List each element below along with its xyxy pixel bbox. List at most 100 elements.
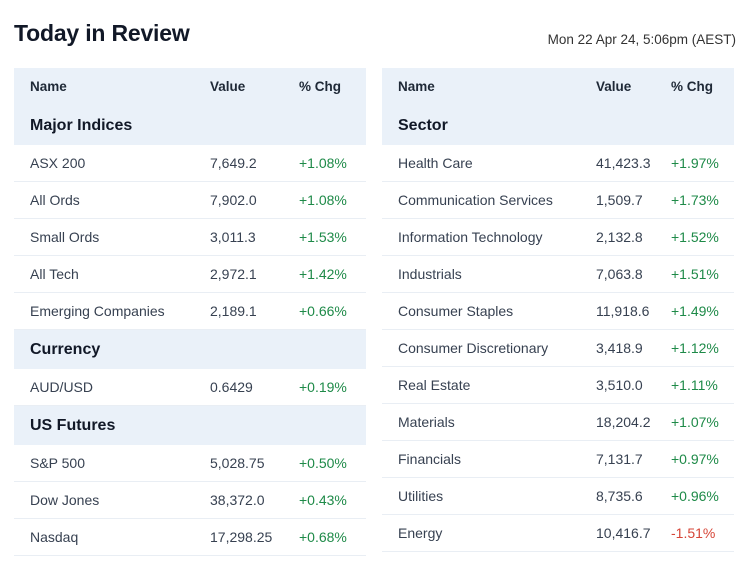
row-name[interactable]: Nasdaq: [30, 529, 79, 545]
row-change: +1.12%: [671, 340, 719, 356]
row-change: +0.68%: [299, 529, 347, 545]
row-name[interactable]: ASX 200: [30, 155, 86, 171]
row-value: 3,510.0: [596, 377, 643, 393]
table-row[interactable]: Nasdaq 17,298.25 +0.68%: [14, 519, 366, 556]
group-header: Currency: [14, 330, 366, 369]
row-name[interactable]: AUD/USD: [30, 379, 94, 395]
row-name[interactable]: Consumer Staples: [398, 303, 514, 319]
row-change: +1.07%: [671, 414, 719, 430]
table-row[interactable]: AUD/USD 0.6429 +0.19%: [14, 369, 366, 406]
group-title: Major Indices: [30, 117, 133, 134]
row-value: 2,972.1: [210, 266, 257, 282]
row-name[interactable]: Communication Services: [398, 192, 553, 208]
row-name[interactable]: Emerging Companies: [30, 303, 165, 319]
table-row[interactable]: Materials 18,204.2 +1.07%: [382, 404, 734, 441]
row-change: -1.51%: [671, 525, 716, 541]
column-header-value[interactable]: Value: [210, 79, 246, 94]
page-header: Today in Review Mon 22 Apr 24, 5:06pm (A…: [14, 20, 736, 54]
row-change: +1.51%: [671, 266, 719, 282]
row-change: +1.52%: [671, 229, 719, 245]
table-row[interactable]: Emerging Companies 2,189.1 +0.66%: [14, 293, 366, 330]
row-change: +0.96%: [671, 488, 719, 504]
row-value: 2,189.1: [210, 303, 257, 319]
group-header: Major Indices: [14, 106, 366, 145]
row-change: +0.19%: [299, 379, 347, 395]
table-row[interactable]: Dow Jones 38,372.0 +0.43%: [14, 482, 366, 519]
row-value: 10,416.7: [596, 525, 651, 541]
table-row[interactable]: Health Care 41,423.3 +1.97%: [382, 145, 734, 182]
row-name[interactable]: S&P 500: [30, 455, 86, 471]
table-row[interactable]: Financials 7,131.7 +0.97%: [382, 441, 734, 478]
row-value: 7,902.0: [210, 192, 257, 208]
table-row[interactable]: Communication Services 1,509.7 +1.73%: [382, 182, 734, 219]
group-title: US Futures: [30, 417, 116, 434]
row-change: +1.11%: [671, 377, 718, 393]
row-name[interactable]: All Ords: [30, 192, 80, 208]
column-header-change[interactable]: % Chg: [299, 79, 341, 94]
row-value: 41,423.3: [596, 155, 651, 171]
row-value: 17,298.25: [210, 529, 273, 545]
row-name[interactable]: Energy: [398, 525, 443, 541]
row-value: 11,918.6: [596, 303, 650, 319]
row-value: 3,011.3: [210, 229, 256, 245]
row-change: +1.08%: [299, 192, 347, 208]
row-change: +1.73%: [671, 192, 719, 208]
group-title: Currency: [30, 341, 101, 358]
row-value: 18,204.2: [596, 414, 651, 430]
column-header-change[interactable]: % Chg: [671, 79, 713, 94]
table-row[interactable]: Utilities 8,735.6 +0.96%: [382, 478, 734, 515]
row-name[interactable]: Materials: [398, 414, 455, 430]
row-value: 7,649.2: [210, 155, 257, 171]
table-header-row: Name Value % Chg: [14, 68, 366, 106]
row-name[interactable]: Consumer Discretionary: [398, 340, 549, 356]
row-value: 2,132.8: [596, 229, 643, 245]
row-value: 38,372.0: [210, 492, 265, 508]
page-title: Today in Review: [14, 20, 190, 46]
column-header-value[interactable]: Value: [596, 79, 632, 94]
table-row[interactable]: S&P 500 5,028.75 +0.50%: [14, 445, 366, 482]
table-header-row: Name Value % Chg: [382, 68, 734, 106]
table-row[interactable]: Information Technology 2,132.8 +1.52%: [382, 219, 734, 256]
row-value: 5,028.75: [210, 455, 265, 471]
row-value: 3,418.9: [596, 340, 643, 356]
table-row[interactable]: Real Estate 3,510.0 +1.11%: [382, 367, 734, 404]
row-change: +1.08%: [299, 155, 347, 171]
column-header-name[interactable]: Name: [398, 79, 435, 94]
group-header: US Futures: [14, 406, 366, 445]
table-row[interactable]: Small Ords 3,011.3 +1.53%: [14, 219, 366, 256]
table-row[interactable]: Consumer Discretionary 3,418.9 +1.12%: [382, 330, 734, 367]
table-row[interactable]: Energy 10,416.7 -1.51%: [382, 515, 734, 552]
table-row[interactable]: All Ords 7,902.0 +1.08%: [14, 182, 366, 219]
row-name[interactable]: Financials: [398, 451, 462, 467]
group-header: Sector: [382, 106, 734, 145]
row-name[interactable]: Industrials: [398, 266, 462, 282]
table-row[interactable]: All Tech 2,972.1 +1.42%: [14, 256, 366, 293]
row-change: +0.43%: [299, 492, 347, 508]
row-name[interactable]: Health Care: [398, 155, 473, 171]
row-change: +0.97%: [671, 451, 719, 467]
row-name[interactable]: All Tech: [30, 266, 79, 282]
table-row[interactable]: ASX 200 7,649.2 +1.08%: [14, 145, 366, 182]
sector-table: Name Value % Chg Sector Health Care 41,423.3 +…: [382, 68, 734, 552]
row-change: +0.50%: [299, 455, 347, 471]
row-value: 1,509.7: [596, 192, 643, 208]
row-value: 7,063.8: [596, 266, 643, 282]
column-header-name[interactable]: Name: [30, 79, 67, 94]
row-name[interactable]: Real Estate: [398, 377, 471, 393]
row-change: +0.66%: [299, 303, 347, 319]
row-name[interactable]: Small Ords: [30, 229, 100, 245]
timestamp: Mon 22 Apr 24, 5:06pm (AEST): [547, 32, 736, 47]
row-name[interactable]: Information Technology: [398, 229, 543, 245]
row-change: +1.97%: [671, 155, 719, 171]
row-change: +1.49%: [671, 303, 719, 319]
row-change: +1.42%: [299, 266, 347, 282]
table-row[interactable]: Consumer Staples 11,918.6 +1.49%: [382, 293, 734, 330]
row-name[interactable]: Dow Jones: [30, 492, 100, 508]
row-name[interactable]: Utilities: [398, 488, 444, 504]
markets-table: Name Value % Chg Major Indices ASX 200 7,649.…: [14, 68, 366, 556]
table-row[interactable]: Industrials 7,063.8 +1.51%: [382, 256, 734, 293]
row-change: +1.53%: [299, 229, 347, 245]
row-value: 7,131.7: [596, 451, 643, 467]
row-value: 8,735.6: [596, 488, 643, 504]
group-title: Sector: [398, 117, 448, 134]
